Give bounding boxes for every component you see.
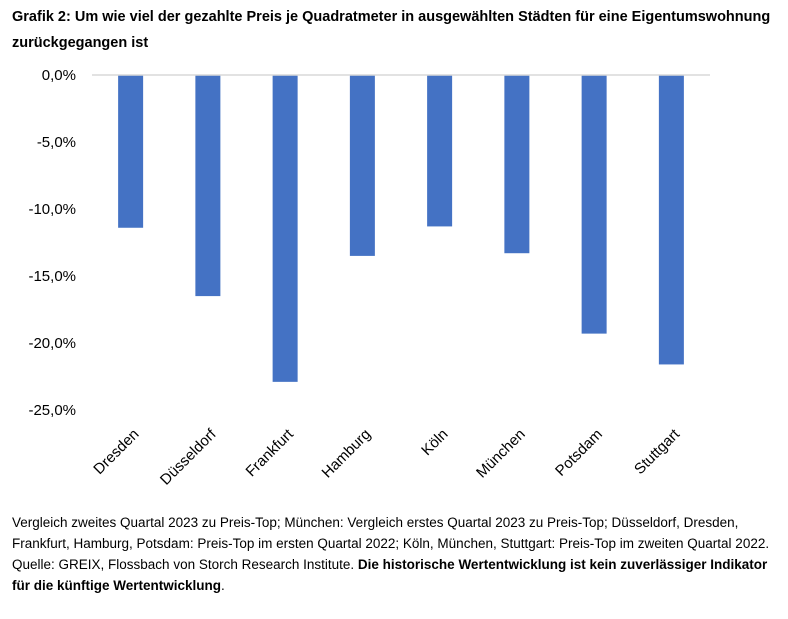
bar-frankfurt — [272, 75, 298, 382]
bar-münchen — [504, 75, 530, 254]
y-tick-label: -10,0% — [28, 201, 76, 218]
y-tick-label: 0,0% — [42, 67, 76, 84]
x-tick-label: Köln — [418, 426, 451, 459]
bar-potsdam — [581, 75, 607, 334]
bar-hamburg — [349, 75, 375, 256]
footnote: Vergleich zweites Quartal 2023 zu Preis-… — [12, 512, 772, 596]
y-tick-label: -20,0% — [28, 335, 76, 352]
bar-chart: 0,0% -5,0% -10,0% -15,0% -20,0% -25,0% Dresden… — [28, 67, 710, 489]
x-tick-label: Dresden — [90, 426, 142, 478]
x-tick-label: Frankfurt — [242, 425, 297, 480]
x-tick-label: Düsseldorf — [157, 425, 220, 488]
bar-stuttgart — [658, 75, 684, 365]
x-tick-label: München — [473, 426, 529, 482]
bar-düsseldorf — [195, 75, 221, 297]
bar-köln — [427, 75, 453, 227]
footnote-end: . — [221, 578, 225, 593]
bar-dresden — [118, 75, 144, 228]
footnote-disclaimer: Die historische Wertentwicklung ist kein… — [12, 557, 768, 593]
x-tick-label: Potsdam — [552, 426, 606, 480]
y-tick-label: -15,0% — [28, 268, 76, 285]
y-tick-label: -25,0% — [28, 402, 76, 419]
x-tick-label: Stuttgart — [631, 425, 684, 478]
y-tick-label: -5,0% — [37, 134, 76, 151]
x-tick-label: Hamburg — [319, 426, 375, 482]
footnote-text: Vergleich zweites Quartal 2023 zu Preis-… — [12, 515, 770, 572]
chart-title: Grafik 2: Um wie viel der gezahlte Preis… — [12, 9, 771, 51]
